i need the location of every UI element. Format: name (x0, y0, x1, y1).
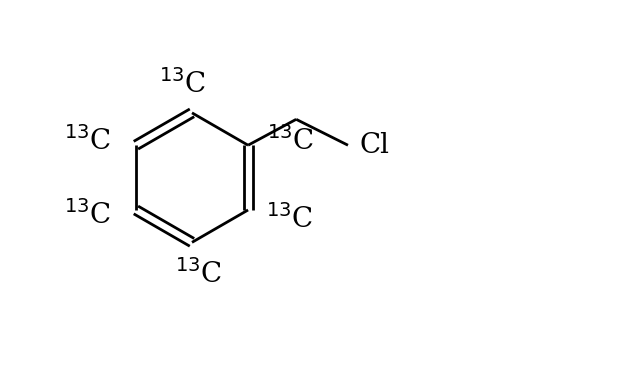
Text: $^{13}$C: $^{13}$C (64, 127, 111, 157)
Text: Cl: Cl (360, 132, 390, 159)
Text: $^{13}$C: $^{13}$C (266, 204, 314, 234)
Text: $^{13}$C: $^{13}$C (159, 69, 206, 99)
Text: $^{13}$C: $^{13}$C (175, 259, 222, 289)
Text: $^{13}$C: $^{13}$C (64, 201, 111, 231)
Text: $^{13}$C: $^{13}$C (268, 127, 315, 157)
